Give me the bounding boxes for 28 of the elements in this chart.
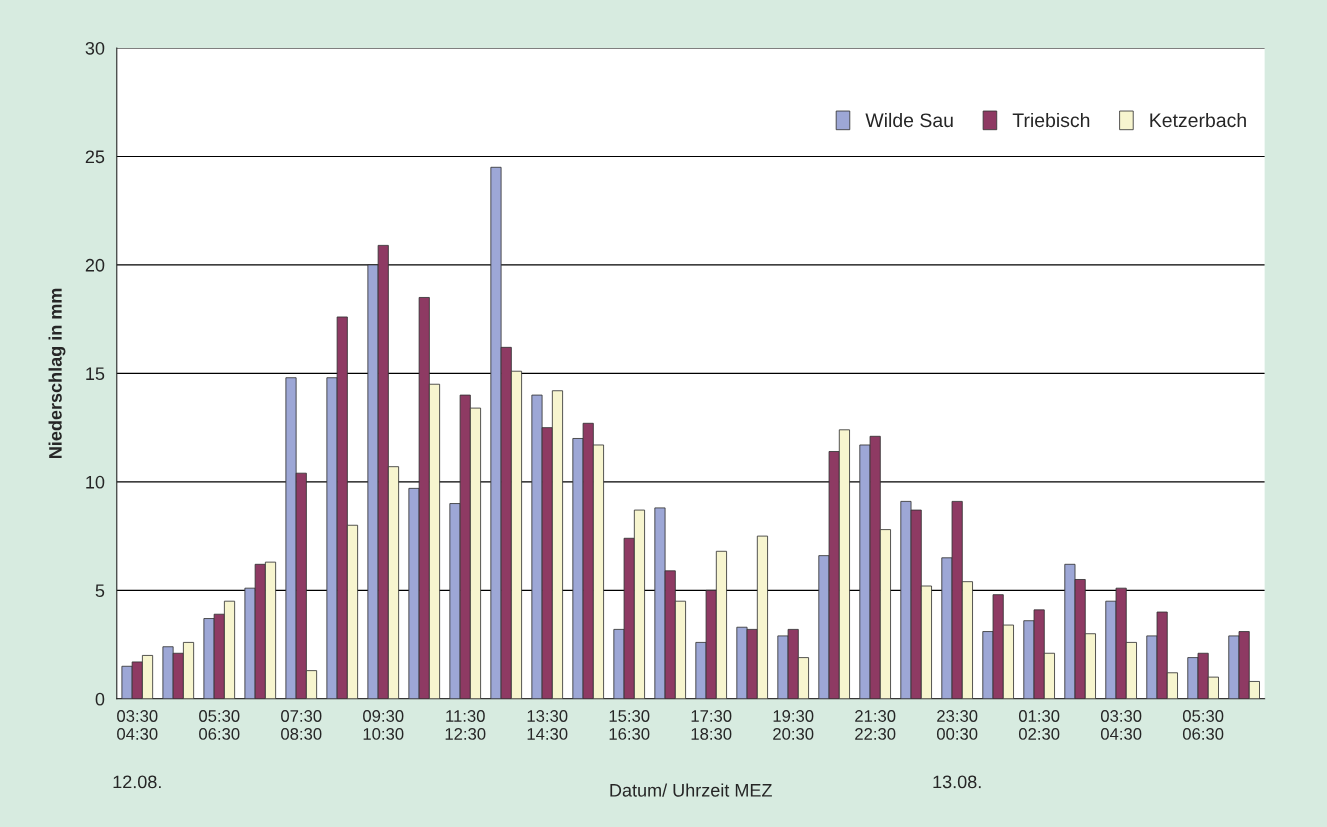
y-tick-label: 15 xyxy=(86,367,105,381)
y-axis-title: Niederschlag in mm xyxy=(48,288,66,458)
y-tick-label: 5 xyxy=(95,584,105,598)
x-axis-title: Datum/ Uhrzeit MEZ xyxy=(610,783,772,797)
x-tick-label: 03:30 04:30 xyxy=(117,710,158,740)
text: 12.08. xyxy=(113,775,161,789)
text: 13.08. xyxy=(933,775,981,789)
x-tick-label: 05:30 06:30 xyxy=(199,710,240,740)
y-tick-label: 10 xyxy=(86,475,105,489)
x-tick-label: 05:30 06:30 xyxy=(1182,710,1224,740)
x-tick-label: 21:30 22:30 xyxy=(855,710,896,740)
x-tick-label: 17:30 18:30 xyxy=(691,710,732,740)
x-tick-label: 01:30 02:30 xyxy=(1018,710,1060,740)
x-tick-label: 03:30 04:30 xyxy=(1100,710,1142,740)
x-tick-label: 23:30 00:30 xyxy=(936,710,978,740)
x-tick-label: 15:30 16:30 xyxy=(609,710,650,740)
x-tick-label: 13:30 14:30 xyxy=(527,710,568,740)
legend-label: Ketzerbach xyxy=(1150,112,1246,128)
y-tick-label: 0 xyxy=(95,692,105,706)
x-tick-label: 19:30 20:30 xyxy=(773,710,814,740)
y-tick-label: 30 xyxy=(85,41,105,55)
x-tick-label: 11:30 12:30 xyxy=(445,710,486,740)
x-tick-label: 07:30 08:30 xyxy=(281,710,322,740)
y-tick-label: 25 xyxy=(85,150,105,164)
legend-label: Triebisch xyxy=(1012,112,1090,128)
x-tick-label: 09:30 10:30 xyxy=(363,710,404,740)
y-tick-label: 20 xyxy=(85,258,105,272)
legend-label: Wilde Sau xyxy=(865,112,953,128)
